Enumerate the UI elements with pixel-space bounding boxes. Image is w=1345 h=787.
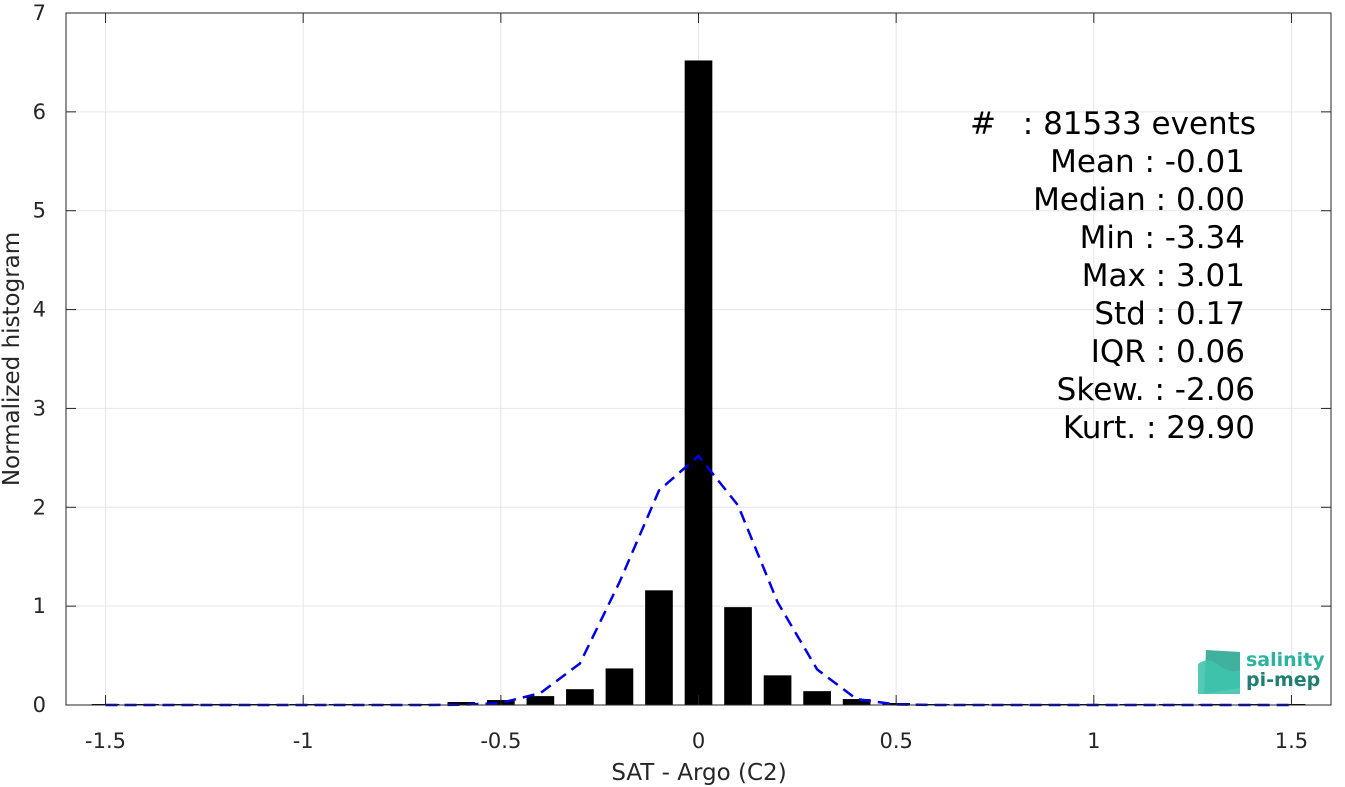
stat-label: # (970, 106, 996, 142)
logo-line1: salinity (1246, 649, 1325, 671)
x-tick-label: 0.5 (879, 729, 912, 753)
histogram-bar (526, 696, 555, 705)
y-tick-label: 0 (33, 693, 46, 717)
y-tick-label: 1 (33, 594, 46, 618)
histogram-bar (842, 699, 871, 705)
histogram-bars (91, 60, 1306, 706)
histogram-bar (763, 675, 792, 705)
x-axis-ticks: -1.5 -1 -0.5 0 0.5 1 1.5 (85, 13, 1308, 753)
y-tick-label: 5 (33, 199, 46, 223)
stat-value: : 81533 events (1023, 106, 1256, 142)
stat-line: IQR : 0.06 (1091, 334, 1245, 370)
histogram-bar (605, 668, 634, 705)
x-tick-label: -0.5 (480, 729, 521, 753)
y-tick-label: 4 (33, 298, 46, 322)
logo-wave-icon-front (1198, 660, 1240, 694)
stat-line: Min : -3.34 (1080, 220, 1245, 256)
histogram-bar (447, 702, 476, 705)
stat-line: Median : 0.00 (1033, 182, 1245, 218)
x-tick-label: 0 (692, 729, 705, 753)
histogram-bar (684, 60, 713, 706)
y-tick-label: 7 (33, 1, 46, 25)
logo-line2: pi-mep (1246, 669, 1320, 691)
histogram-bar (566, 689, 594, 705)
histogram-bar (803, 691, 831, 705)
x-tick-label: -1 (293, 729, 314, 753)
stat-line: Kurt. : 29.90 (1063, 410, 1255, 446)
stat-line: Std : 0.17 (1094, 296, 1245, 332)
stat-line: Max : 3.01 (1082, 258, 1245, 294)
x-axis-label: SAT - Argo (C2) (611, 760, 786, 786)
salinity-pi-mep-logo: salinity pi-mep (1198, 649, 1325, 694)
y-tick-label: 2 (33, 495, 46, 519)
x-tick-label: 1.5 (1275, 729, 1308, 753)
x-tick-label: -1.5 (85, 729, 126, 753)
x-tick-label: 1 (1087, 729, 1100, 753)
y-tick-label: 6 (33, 100, 46, 124)
stat-line: # : 81533 events (970, 106, 1266, 142)
histogram-bar (645, 590, 673, 705)
stat-line: Skew. : -2.06 (1057, 372, 1255, 408)
stat-line: Mean : -0.01 (1050, 144, 1245, 180)
y-axis-ticks: 0 1 2 3 4 5 6 7 (33, 1, 1331, 717)
histogram-bar (724, 607, 752, 705)
y-tick-label: 3 (33, 396, 46, 420)
y-axis-label: Normalized histogram (0, 232, 25, 486)
